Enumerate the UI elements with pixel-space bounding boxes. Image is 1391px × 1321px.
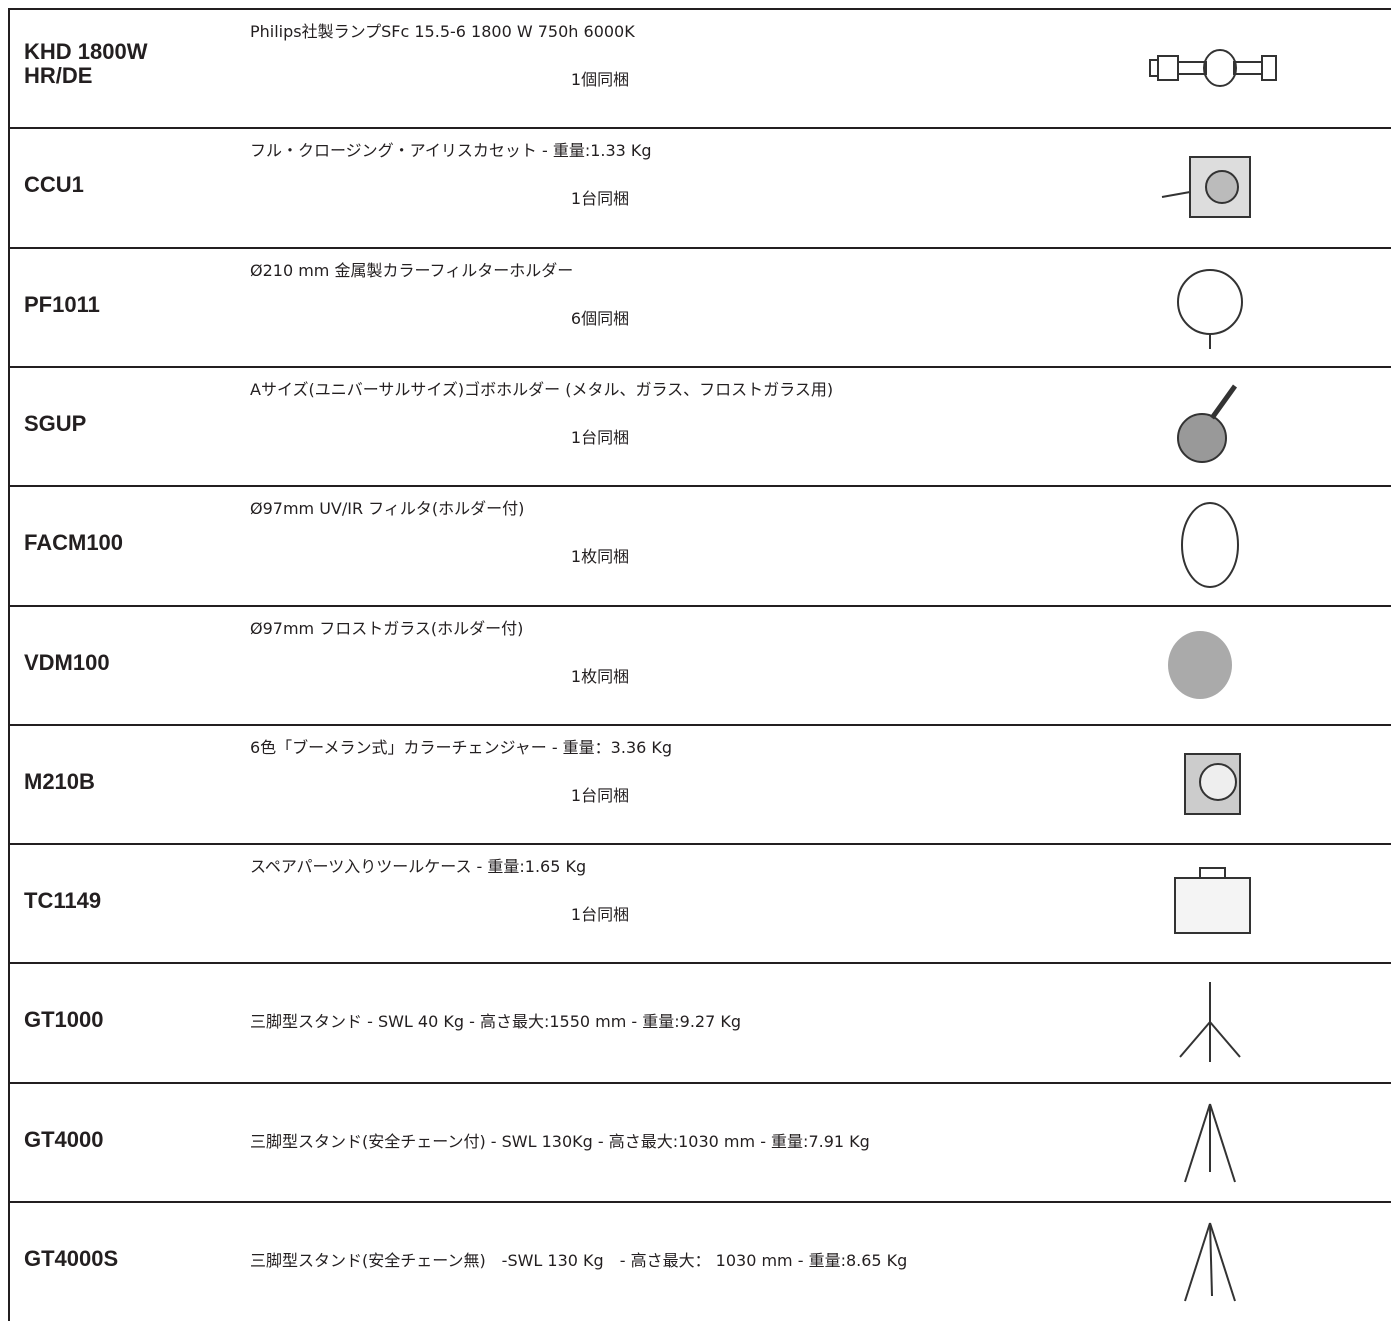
table-row: GT4000S 三脚型スタンド(安全チェーン無) -SWL 130 Kg - 高さ… (8, 1201, 1391, 1321)
item-quantity: 1個同梱 (570, 70, 630, 89)
item-code: GT4000S (24, 1246, 119, 1271)
item-quantity: 1台同梱 (570, 785, 630, 805)
table-row: PF1011 Ø210 mm 金属製カラーフィルターホルダー 6個同梱 (8, 246, 1391, 368)
item-image (1168, 630, 1232, 699)
table-row: KHD 1800W HR/DE Philips社製ランプSFc 15.5-6 18… (8, 8, 1391, 130)
item-description: 三脚型スタンド(安全チェーン無) -SWL 130 Kg - 高さ最大： 103… (250, 1251, 908, 1270)
table-row: FACM100 Ø97mm UV/IR フィルタ(ホルダー付) 1枚同梱 (8, 485, 1391, 607)
item-description: 三脚型スタンド(安全チェーン付) - SWL 130Kg - 高さ最大:1030… (250, 1131, 870, 1151)
item-code: KHD 1800W HR/DE (24, 39, 148, 88)
item-code: TC1149 (24, 888, 102, 914)
item-quantity: 6個同梱 (570, 308, 630, 328)
item-image (1179, 982, 1241, 1063)
item-image (1181, 502, 1239, 589)
item-image (1177, 268, 1243, 349)
table-row: VDM100 Ø97mm フロストガラス(ホルダー付) 1枚同梱 (8, 604, 1391, 726)
item-image (1184, 1103, 1236, 1182)
item-description: Ø97mm フロストガラス(ホルダー付) (250, 618, 524, 638)
item-description: Aサイズ(ユニバーサルサイズ)ゴボホルダー (メタル、ガラス、フロストガラス用) (250, 379, 834, 399)
item-quantity: 1枚同梱 (570, 547, 630, 567)
item-code: M210B (24, 768, 95, 794)
item-quantity: 1台同梱 (570, 189, 630, 209)
item-description: Ø210 mm 金属製カラーフィルターホルダー (250, 260, 574, 280)
item-image (1161, 156, 1251, 219)
item-description: スペアパーツ入りツールケース - 重量:1.65 Kg (250, 857, 587, 877)
table-row: CCU1 フル・クロージング・アイリスカセット - 重量:1.33 Kg 1台同梱 (8, 127, 1391, 249)
table-row: SGUP Aサイズ(ユニバーサルサイズ)ゴボホルダー (メタル、ガラス、フロストガ… (8, 365, 1391, 488)
item-description: 三脚型スタンド - SWL 40 Kg - 高さ最大:1550 mm - 重量:… (250, 1012, 742, 1032)
table-row: M210B 6色「ブーメラン式」カラーチェンジャー - 重量：3.36 Kg 1台同… (8, 723, 1391, 846)
item-code: GT1000 (24, 1007, 104, 1033)
item-code: PF1011 (24, 291, 100, 317)
item-quantity: 1台同梱 (570, 427, 630, 447)
item-code: GT4000 (24, 1126, 104, 1152)
item-code: CCU1 (24, 172, 84, 198)
item-quantity: 1台同梱 (570, 905, 630, 925)
item-code: SGUP (24, 410, 87, 436)
table-row: TC1149 スペアパーツ入りツールケース - 重量:1.65 Kg 1台同梱 (8, 843, 1391, 965)
item-description: Ø97mm UV/IR フィルタ(ホルダー付) (250, 499, 525, 519)
item-code: FACM100 (24, 530, 124, 556)
table-row: GT1000 三脚型スタンド - SWL 40 Kg - 高さ最大:1550 mm… (8, 962, 1391, 1084)
item-code: VDM100 (24, 649, 110, 675)
item-description: フル・クロージング・アイリスカセット - 重量:1.33 Kg (250, 141, 652, 161)
item-image (1174, 867, 1251, 935)
item-description: Philips社製ランプSFc 15.5-6 1800 W 750h 6000K (250, 22, 635, 41)
table-row: GT4000 三脚型スタンド(安全チェーン付) - SWL 130Kg - 高さ最… (8, 1081, 1391, 1203)
item-quantity: 1枚同梱 (570, 666, 630, 686)
item-description: 6色「ブーメラン式」カラーチェンジャー - 重量：3.36 Kg (250, 737, 673, 757)
item-image (1184, 1222, 1236, 1302)
item-image (1177, 384, 1238, 463)
item-image (1149, 49, 1277, 87)
item-image (1184, 752, 1241, 815)
